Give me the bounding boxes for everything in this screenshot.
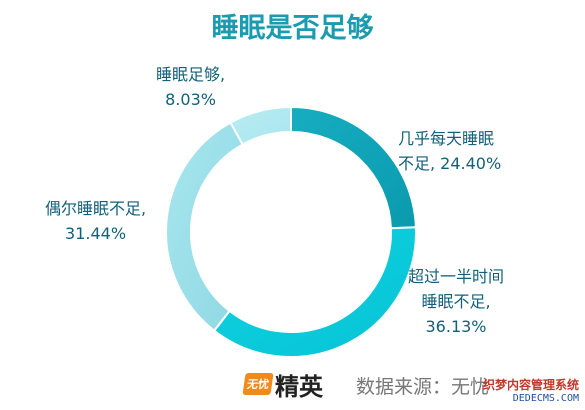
watermark: 织梦内容管理系统 DEDECMS.COM: [482, 378, 579, 404]
brand-logo: 无忧 精英: [242, 370, 323, 401]
slice-3: [165, 121, 245, 333]
slice-2: [212, 226, 417, 358]
chart-title: 睡眠是否足够: [211, 13, 374, 44]
logo-text: 精英: [275, 372, 323, 401]
label-slice-1: 几乎每天睡眠 不足, 24.40%: [398, 129, 502, 173]
data-source: 数据来源：无忧: [356, 376, 490, 398]
label-slice-4: 睡眠足够, 8.03%: [156, 65, 226, 109]
label-slice-2: 超过一半时间 睡眠不足, 36.13%: [408, 267, 505, 336]
slice-4: [229, 105, 292, 146]
logo-badge: 无忧: [242, 373, 274, 395]
label-slice-3: 偶尔睡眠不足, 31.44%: [45, 199, 147, 243]
